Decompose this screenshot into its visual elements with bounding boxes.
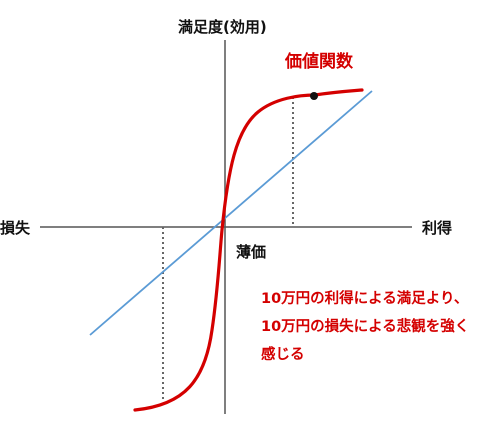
annotation-note: 10万円の利得による満足より、 10万円の損失による悲観を強く 感じる xyxy=(261,285,469,369)
y-axis-label: 満足度(効用) xyxy=(178,18,267,36)
note-line: 感じる xyxy=(261,347,305,363)
x-axis-left-label: 損失 xyxy=(0,219,31,237)
linear-reference-line xyxy=(89,90,373,336)
x-axis-right-label: 利得 xyxy=(422,219,453,237)
note-line: 10万円の利得による満足より、 xyxy=(261,291,469,307)
curve-label: 価値関数 xyxy=(285,52,353,72)
note-line: 10万円の損失による悲観を強く xyxy=(261,319,470,335)
origin-label: 薄価 xyxy=(236,243,267,261)
curve-marker-point xyxy=(310,92,318,100)
